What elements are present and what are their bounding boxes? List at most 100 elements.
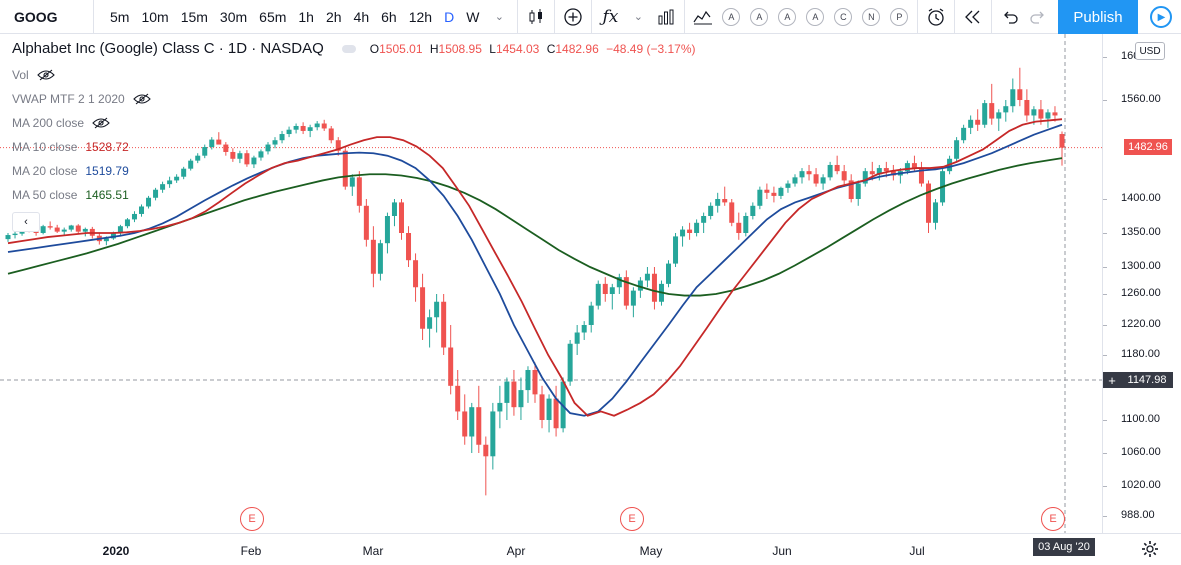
candle-body	[420, 287, 426, 329]
candle-body	[609, 287, 615, 294]
candle-body	[954, 140, 960, 159]
candle-body	[539, 394, 545, 420]
crosshair-time-label: 03 Aug '20	[1033, 538, 1095, 556]
study-value: 1528.72	[85, 140, 129, 154]
candle-body	[110, 233, 116, 239]
interval-w[interactable]: W	[466, 8, 480, 25]
candle-body	[722, 199, 728, 203]
add-order-plus-icon[interactable]: +	[1103, 372, 1121, 388]
interval-10m[interactable]: 10m	[141, 8, 169, 25]
price-tick-label: 1260.00	[1121, 287, 1161, 299]
currency-button[interactable]: USD	[1135, 42, 1165, 60]
legend-study-row[interactable]: VWAP MTF 2 1 2020	[12, 92, 151, 106]
candle-body	[630, 290, 636, 306]
candle-body	[272, 140, 278, 145]
interval-5m[interactable]: 5m	[110, 8, 130, 25]
earnings-marker[interactable]: E	[620, 507, 644, 531]
candle-body	[820, 177, 826, 184]
candle-body	[286, 129, 292, 135]
legend-study-row[interactable]: MA 50 close 1465.51	[12, 188, 129, 202]
interval-d[interactable]: D	[444, 8, 455, 25]
templates-icon[interactable]	[652, 0, 680, 34]
time-tick-label: Jun	[772, 544, 792, 558]
price-tick-label: 1300.00	[1121, 260, 1161, 272]
series-more-options-icon[interactable]	[341, 44, 356, 53]
candle-body	[483, 444, 489, 457]
indicators-fx-icon[interactable]: ƒx	[602, 6, 619, 27]
candle-body	[321, 123, 327, 129]
candle-body	[616, 277, 622, 288]
symbol-search-button[interactable]: GOOG	[0, 0, 94, 34]
hidden-eye-icon[interactable]	[92, 117, 110, 129]
redo-icon[interactable]	[1024, 0, 1052, 34]
compare-add-icon[interactable]	[559, 0, 587, 34]
interval-15m[interactable]: 15m	[180, 8, 208, 25]
candle-body	[40, 226, 46, 233]
candle-body	[813, 174, 819, 184]
legend-collapse-button[interactable]: ‹	[12, 212, 40, 232]
price-tick-label: 1060.00	[1121, 446, 1161, 458]
price-chart[interactable]	[0, 34, 1102, 533]
candle-body	[729, 202, 735, 223]
candle-body	[335, 140, 341, 151]
chart-settings-gear-icon[interactable]	[1140, 539, 1160, 559]
time-tick-label: Apr	[506, 544, 526, 558]
event-marker-p-icon[interactable]: P	[890, 7, 909, 26]
interval-2h[interactable]: 2h	[325, 8, 342, 25]
publish-button[interactable]: Publish	[1058, 0, 1138, 34]
interval-12h[interactable]: 12h	[408, 8, 433, 25]
candle-body	[989, 103, 995, 119]
candle-body	[1045, 112, 1051, 119]
legend-study-row[interactable]: MA 20 close 1519.79	[12, 164, 129, 178]
legend-study-row[interactable]: MA 200 close	[12, 116, 110, 130]
candle-body	[244, 153, 250, 165]
ma10-line	[7, 118, 1063, 417]
interval-65m[interactable]: 65m	[259, 8, 287, 25]
candles-chart-type-icon[interactable]	[522, 0, 550, 34]
candle-body	[1010, 89, 1016, 107]
interval-6h[interactable]: 6h	[381, 8, 397, 25]
interval-dropdown-chevron-icon[interactable]: ⌄	[494, 11, 505, 23]
candle-body	[581, 325, 587, 333]
alert-clock-icon[interactable]	[922, 0, 950, 34]
candle-body	[771, 192, 777, 196]
interval-4h[interactable]: 4h	[353, 8, 370, 25]
candle-body	[869, 171, 875, 175]
candle-body	[476, 407, 482, 445]
candle-body	[736, 222, 742, 233]
event-marker-a-icon[interactable]: A	[806, 7, 825, 26]
earnings-marker[interactable]: E	[1041, 507, 1065, 531]
candle-body	[651, 273, 657, 302]
event-marker-a-icon[interactable]: A	[750, 7, 769, 26]
time-tick-label: Feb	[240, 544, 262, 558]
indicators-dropdown-chevron-icon[interactable]: ⌄	[633, 11, 644, 23]
undo-icon[interactable]	[996, 0, 1024, 34]
legend-study-row[interactable]: Vol	[12, 68, 55, 82]
event-marker-n-icon[interactable]: N	[862, 7, 881, 26]
event-marker-a-icon[interactable]: A	[778, 7, 797, 26]
interval-30m[interactable]: 30m	[219, 8, 248, 25]
earnings-marker[interactable]: E	[240, 507, 264, 531]
replay-rewind-icon[interactable]	[959, 0, 987, 34]
hidden-eye-icon[interactable]	[132, 93, 151, 105]
interval-1h[interactable]: 1h	[298, 8, 314, 25]
event-marker-a-icon[interactable]: A	[722, 7, 741, 26]
candle-body	[623, 277, 629, 306]
candle-body	[349, 177, 355, 187]
candle-body	[848, 180, 854, 199]
candle-body	[904, 163, 910, 172]
candle-body	[181, 168, 187, 177]
candle-body	[588, 305, 594, 325]
candle-body	[982, 103, 988, 125]
series-title: Alphabet Inc (Google) Class C · 1D · NAS…	[12, 40, 324, 57]
fullscreen-play-button[interactable]: ▶	[1140, 0, 1181, 34]
hidden-eye-icon[interactable]	[36, 69, 55, 81]
financials-icon[interactable]	[689, 0, 717, 34]
event-marker-c-icon[interactable]: C	[834, 7, 853, 26]
price-scale[interactable]: 1600.001560.001400.001350.001300.001260.…	[1102, 34, 1181, 533]
legend-study-row[interactable]: MA 10 close 1528.72	[12, 140, 129, 154]
candle-body	[996, 112, 1002, 119]
time-scale[interactable]: 2020 Feb Mar Apr May Jun Jul	[0, 533, 1181, 565]
candle-body	[391, 202, 397, 216]
price-tick-label: 1100.00	[1121, 413, 1160, 425]
